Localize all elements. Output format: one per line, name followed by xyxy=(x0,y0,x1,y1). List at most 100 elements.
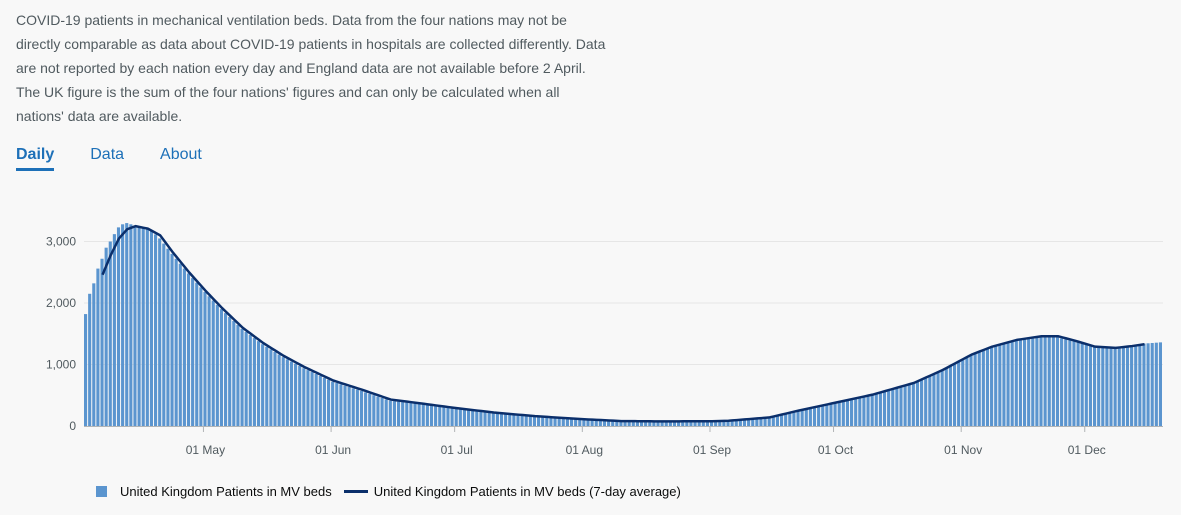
legend-item-line[interactable]: United Kingdom Patients in MV beds (7-da… xyxy=(343,484,681,499)
bar[interactable] xyxy=(232,320,236,426)
bar[interactable] xyxy=(821,405,825,426)
bar[interactable] xyxy=(578,419,582,426)
bar[interactable] xyxy=(635,421,639,426)
bar[interactable] xyxy=(812,407,817,426)
bar[interactable] xyxy=(751,419,755,426)
bar[interactable] xyxy=(1022,339,1027,427)
bar[interactable] xyxy=(92,283,96,426)
bar[interactable] xyxy=(265,346,269,426)
bar[interactable] xyxy=(1014,340,1018,426)
bar[interactable] xyxy=(817,406,821,426)
bar[interactable] xyxy=(866,396,870,426)
bar[interactable] xyxy=(1138,344,1142,426)
bar[interactable] xyxy=(825,405,829,426)
bar[interactable] xyxy=(425,404,429,426)
bar[interactable] xyxy=(154,234,158,426)
bar[interactable] xyxy=(594,420,598,426)
bar[interactable] xyxy=(537,417,541,426)
bar[interactable] xyxy=(215,304,219,426)
bar[interactable] xyxy=(569,419,574,426)
bar[interactable] xyxy=(598,420,602,426)
bar[interactable] xyxy=(561,418,565,426)
bar[interactable] xyxy=(973,353,977,426)
bar[interactable] xyxy=(343,385,347,426)
bar[interactable] xyxy=(915,381,920,426)
bar[interactable] xyxy=(755,418,759,426)
bar[interactable] xyxy=(182,268,186,426)
bar[interactable] xyxy=(685,421,689,426)
bar[interactable] xyxy=(734,420,738,426)
bar[interactable] xyxy=(565,418,569,426)
bar[interactable] xyxy=(462,409,467,426)
bar[interactable] xyxy=(693,421,697,426)
bar[interactable] xyxy=(845,400,850,426)
bar[interactable] xyxy=(228,317,232,426)
bar[interactable] xyxy=(1125,346,1130,426)
bar[interactable] xyxy=(837,402,841,426)
bar[interactable] xyxy=(129,224,133,426)
bar[interactable] xyxy=(1002,343,1006,426)
bar[interactable] xyxy=(401,402,405,426)
bar[interactable] xyxy=(347,387,351,426)
bar[interactable] xyxy=(236,324,240,426)
bar[interactable] xyxy=(1109,348,1113,426)
bar[interactable] xyxy=(767,418,771,426)
bar[interactable] xyxy=(672,421,677,426)
bar[interactable] xyxy=(644,421,648,426)
bar[interactable] xyxy=(639,421,644,426)
bar[interactable] xyxy=(1080,343,1084,426)
bar[interactable] xyxy=(652,421,656,426)
bar[interactable] xyxy=(747,419,751,426)
bar[interactable] xyxy=(450,408,454,426)
bar[interactable] xyxy=(504,414,508,426)
bar[interactable] xyxy=(582,419,586,426)
bar[interactable] xyxy=(331,381,335,426)
bar[interactable] xyxy=(528,416,532,426)
bar[interactable] xyxy=(619,421,623,426)
bar[interactable] xyxy=(952,364,957,426)
bar[interactable] xyxy=(141,227,145,426)
bar[interactable] xyxy=(376,396,380,426)
bar[interactable] xyxy=(1031,338,1035,426)
bar[interactable] xyxy=(586,420,590,426)
bar[interactable] xyxy=(1097,347,1101,426)
bar[interactable] xyxy=(763,418,767,426)
bar[interactable] xyxy=(392,401,396,426)
bar[interactable] xyxy=(920,379,924,426)
bar[interactable] xyxy=(512,414,516,426)
bar[interactable] xyxy=(487,412,491,426)
bar[interactable] xyxy=(121,224,125,426)
bar[interactable] xyxy=(1101,347,1105,426)
bar[interactable] xyxy=(1105,348,1109,426)
bar[interactable] xyxy=(446,407,450,426)
bar[interactable] xyxy=(84,314,88,426)
bar[interactable] xyxy=(454,408,458,426)
bar[interactable] xyxy=(388,400,392,426)
bar[interactable] xyxy=(145,229,149,426)
bar[interactable] xyxy=(438,406,442,426)
bar[interactable] xyxy=(615,421,619,426)
bar[interactable] xyxy=(1055,337,1060,426)
bar[interactable] xyxy=(1018,340,1022,426)
bar[interactable] xyxy=(125,223,129,426)
bar[interactable] xyxy=(186,273,191,427)
bar[interactable] xyxy=(158,238,162,426)
bar[interactable] xyxy=(149,230,154,426)
bar[interactable] xyxy=(1113,348,1117,426)
bar[interactable] xyxy=(841,401,845,426)
bar[interactable] xyxy=(858,397,862,426)
bar[interactable] xyxy=(854,398,858,426)
bar[interactable] xyxy=(310,372,314,426)
bar[interactable] xyxy=(714,421,718,426)
bar[interactable] xyxy=(895,388,899,426)
bar[interactable] xyxy=(224,313,228,426)
bar[interactable] xyxy=(1064,339,1068,426)
bar[interactable] xyxy=(1076,342,1080,426)
bar[interactable] xyxy=(413,403,417,426)
bar[interactable] xyxy=(981,350,985,426)
bar[interactable] xyxy=(590,420,594,426)
bar[interactable] xyxy=(298,365,302,426)
bar[interactable] xyxy=(697,421,701,426)
bar[interactable] xyxy=(656,421,660,426)
bar[interactable] xyxy=(495,413,499,426)
